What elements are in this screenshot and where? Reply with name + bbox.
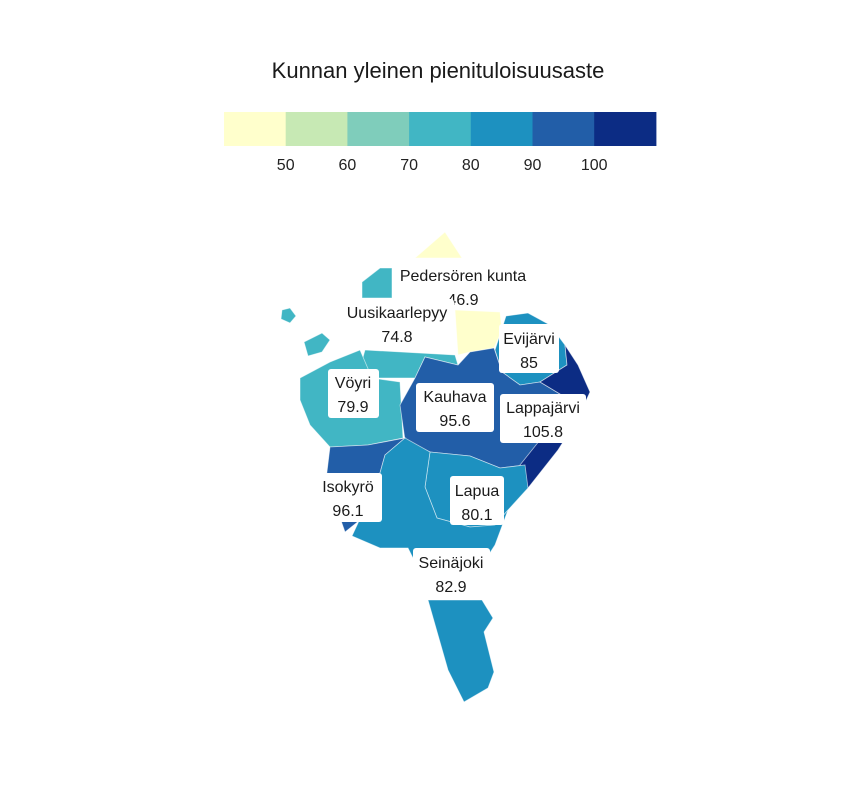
legend-tick-label: 80 <box>462 157 480 174</box>
label-isokyro: Isokyrö 96.1 <box>315 473 382 522</box>
label-name: Lapua <box>455 483 500 500</box>
legend-swatch <box>594 112 657 146</box>
legend-tick-label: 90 <box>524 157 542 174</box>
label-value: 82.9 <box>435 579 466 596</box>
label-uusikaarlepyy: Uusikaarlepyy 74.8 <box>341 299 454 347</box>
map-title: Kunnan yleinen pienituloisuusaste <box>272 58 605 83</box>
label-layer: Pedersören kunta 46.9 Uusikaarlepyy 74.8… <box>315 262 586 598</box>
label-value: 74.8 <box>381 329 412 346</box>
label-value: 95.6 <box>439 413 470 430</box>
region-seinajoki[interactable] <box>351 437 509 703</box>
label-kauhava: Kauhava 95.6 <box>416 383 494 432</box>
label-voyri: Vöyri 79.9 <box>328 369 379 418</box>
legend-swatch <box>470 112 533 146</box>
legend-swatch <box>347 112 410 146</box>
label-name: Kauhava <box>423 389 486 406</box>
label-value: 80.1 <box>461 507 492 524</box>
label-value: 46.9 <box>447 292 478 309</box>
label-name: Vöyri <box>335 375 371 392</box>
legend-tick-label: 50 <box>277 157 295 174</box>
label-evijarvi: Evijärvi 85 <box>499 324 559 373</box>
label-name: Lappajärvi <box>506 400 580 417</box>
label-name: Pedersören kunta <box>400 268 526 285</box>
label-value: 105.8 <box>523 424 563 441</box>
legend-tick-label: 70 <box>400 157 418 174</box>
legend-tick-label: 100 <box>581 157 608 174</box>
label-lapua: Lapua 80.1 <box>450 476 504 525</box>
label-lappajarvi: Lappajärvi 105.8 <box>500 394 586 443</box>
label-name: Isokyrö <box>322 479 374 496</box>
label-name: Seinäjoki <box>419 555 484 572</box>
legend-swatch <box>285 112 348 146</box>
label-seinajoki: Seinäjoki 82.9 <box>413 548 490 598</box>
label-pedersoren: Pedersören kunta 46.9 <box>392 262 534 310</box>
label-name: Evijärvi <box>503 331 555 348</box>
legend-swatch <box>409 112 472 146</box>
legend-swatch <box>224 112 287 146</box>
label-value: 96.1 <box>332 503 363 520</box>
legend-tick-label: 60 <box>339 157 357 174</box>
color-legend: 50 60 70 80 90 100 <box>224 112 657 174</box>
label-name: Uusikaarlepyy <box>347 305 447 322</box>
label-value: 85 <box>520 355 538 372</box>
label-value: 79.9 <box>337 399 368 416</box>
legend-swatch <box>532 112 595 146</box>
